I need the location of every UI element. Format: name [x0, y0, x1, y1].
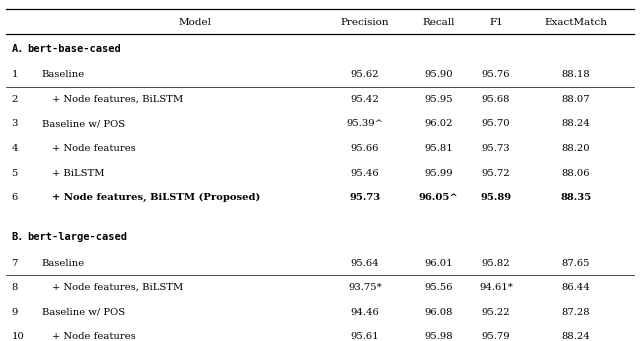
Text: + Node features, BiLSTM: + Node features, BiLSTM [52, 283, 184, 292]
Text: Baseline: Baseline [42, 258, 85, 268]
Text: 95.76: 95.76 [482, 70, 510, 79]
Text: 95.90: 95.90 [424, 70, 452, 79]
Text: 8: 8 [12, 283, 18, 292]
Text: 87.65: 87.65 [562, 258, 590, 268]
Text: 9: 9 [12, 308, 18, 317]
Text: 95.95: 95.95 [424, 95, 452, 104]
Text: 6: 6 [12, 193, 18, 202]
Text: 2: 2 [12, 95, 18, 104]
Text: 95.62: 95.62 [351, 70, 379, 79]
Text: 88.35: 88.35 [561, 193, 591, 202]
Text: + Node features: + Node features [52, 332, 136, 341]
Text: A.: A. [12, 44, 24, 54]
Text: 95.39^: 95.39^ [346, 119, 383, 129]
Text: 96.01: 96.01 [424, 258, 452, 268]
Text: 95.56: 95.56 [424, 283, 452, 292]
Text: 96.05^: 96.05^ [419, 193, 458, 202]
Text: 95.22: 95.22 [482, 308, 510, 317]
Text: Baseline: Baseline [42, 70, 85, 79]
Text: Baseline w/ POS: Baseline w/ POS [42, 119, 125, 129]
Text: B.: B. [12, 232, 24, 242]
Text: Baseline w/ POS: Baseline w/ POS [42, 308, 125, 317]
Text: 95.82: 95.82 [482, 258, 510, 268]
Text: 95.68: 95.68 [482, 95, 510, 104]
Text: 88.06: 88.06 [562, 168, 590, 178]
Text: 95.70: 95.70 [482, 119, 510, 129]
Text: 1: 1 [12, 70, 18, 79]
Text: 96.02: 96.02 [424, 119, 452, 129]
Text: ExactMatch: ExactMatch [545, 18, 607, 27]
Text: 94.61*: 94.61* [479, 283, 513, 292]
Text: bert-base-cased: bert-base-cased [28, 44, 121, 54]
Text: 4: 4 [12, 144, 18, 153]
Text: 95.42: 95.42 [351, 95, 379, 104]
Text: 88.18: 88.18 [562, 70, 590, 79]
Text: 95.73: 95.73 [482, 144, 510, 153]
Text: Model: Model [179, 18, 212, 27]
Text: 88.24: 88.24 [562, 119, 590, 129]
Text: 95.46: 95.46 [351, 168, 379, 178]
Text: 87.28: 87.28 [562, 308, 590, 317]
Text: 95.79: 95.79 [482, 332, 510, 341]
Text: 95.64: 95.64 [351, 258, 379, 268]
Text: 95.98: 95.98 [424, 332, 452, 341]
Text: 88.07: 88.07 [562, 95, 590, 104]
Text: 95.61: 95.61 [351, 332, 379, 341]
Text: 86.44: 86.44 [562, 283, 590, 292]
Text: 3: 3 [12, 119, 18, 129]
Text: 7: 7 [12, 258, 18, 268]
Text: + Node features, BiLSTM (Proposed): + Node features, BiLSTM (Proposed) [52, 193, 261, 202]
Text: 94.46: 94.46 [351, 308, 379, 317]
Text: Precision: Precision [340, 18, 389, 27]
Text: 88.24: 88.24 [562, 332, 590, 341]
Text: bert-large-cased: bert-large-cased [28, 232, 127, 242]
Text: 95.73: 95.73 [349, 193, 380, 202]
Text: 95.66: 95.66 [351, 144, 379, 153]
Text: + BiLSTM: + BiLSTM [52, 168, 105, 178]
Text: Recall: Recall [422, 18, 454, 27]
Text: 10: 10 [12, 332, 24, 341]
Text: 95.99: 95.99 [424, 168, 452, 178]
Text: + Node features: + Node features [52, 144, 136, 153]
Text: 95.72: 95.72 [482, 168, 510, 178]
Text: 93.75*: 93.75* [348, 283, 381, 292]
Text: F1: F1 [489, 18, 503, 27]
Text: 96.08: 96.08 [424, 308, 452, 317]
Text: + Node features, BiLSTM: + Node features, BiLSTM [52, 95, 184, 104]
Text: 95.89: 95.89 [481, 193, 511, 202]
Text: 88.20: 88.20 [562, 144, 590, 153]
Text: 5: 5 [12, 168, 18, 178]
Text: 95.81: 95.81 [424, 144, 452, 153]
